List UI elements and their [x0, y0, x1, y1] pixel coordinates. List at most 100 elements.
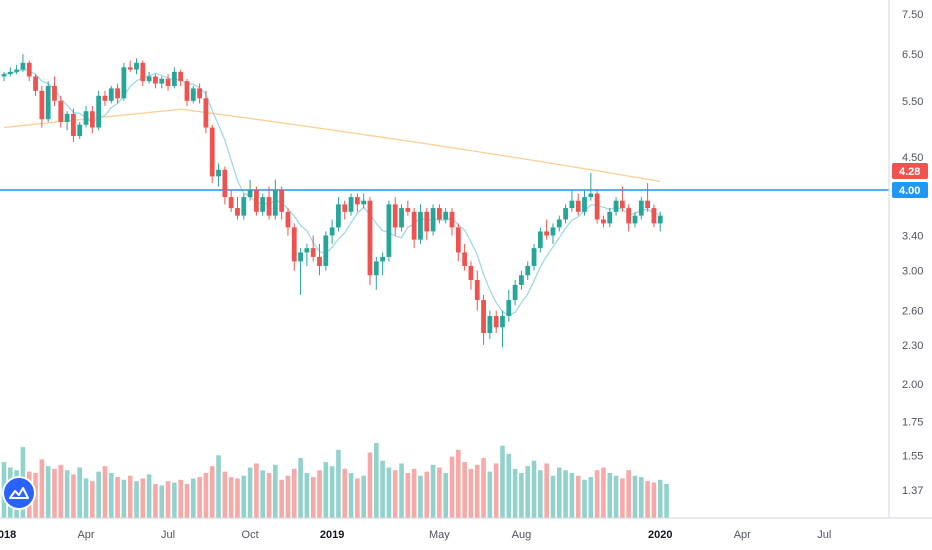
y-tick-label: 1.75 [902, 416, 923, 428]
x-tick-label: May [429, 529, 450, 541]
slow-moving-average-line [3, 108, 661, 183]
candle [651, 204, 657, 228]
candle [481, 294, 486, 345]
candle [405, 200, 411, 216]
candle [607, 208, 613, 228]
x-tick-label: Jul [817, 529, 831, 541]
volume-bar [456, 449, 461, 518]
volume-bar [601, 467, 606, 518]
last-price-label: 4.28 [899, 166, 920, 178]
volume-bar [260, 470, 266, 518]
candle [468, 261, 474, 290]
candle [550, 223, 556, 244]
volume-bar [127, 475, 133, 518]
candle [392, 197, 398, 236]
candle [531, 243, 537, 271]
candle [241, 193, 247, 220]
volume-bar [443, 473, 448, 518]
x-tick-label: 2020 [648, 529, 672, 541]
x-tick-label: 2018 [0, 529, 16, 541]
candle [52, 76, 57, 106]
candle [594, 190, 600, 224]
candle [121, 62, 127, 101]
candle [575, 193, 581, 216]
volume-bar [657, 479, 663, 518]
candle [45, 81, 51, 122]
volume-bar [329, 466, 335, 518]
candle [487, 310, 493, 339]
volume-bar [538, 470, 543, 518]
volume-bar [418, 475, 423, 518]
candle [39, 85, 45, 128]
candle [588, 173, 594, 201]
candle [411, 208, 417, 249]
candle [165, 74, 171, 91]
volume-bar [474, 464, 480, 518]
candle [127, 60, 133, 72]
candle [178, 69, 184, 86]
tradingview-logo-icon[interactable] [4, 478, 34, 508]
candle [519, 270, 524, 290]
candle [260, 193, 266, 216]
volume-bar [336, 449, 341, 518]
volume-bar [361, 475, 366, 518]
volume-bar [165, 481, 171, 518]
volume-bar [64, 470, 70, 518]
volume-bar [468, 468, 474, 518]
candle [386, 200, 392, 262]
candle [525, 261, 531, 281]
volume-bar [405, 473, 411, 518]
y-tick-label: 1.55 [902, 450, 923, 462]
candle [537, 227, 543, 253]
volume-bar [216, 455, 221, 518]
candle [582, 190, 587, 216]
candle [71, 108, 76, 142]
volume-bar [90, 481, 95, 518]
candle [102, 90, 108, 106]
candle [544, 219, 550, 240]
candle [146, 71, 152, 84]
volume-bar [588, 477, 594, 518]
volume-bar [304, 473, 310, 518]
last-price-tag: 4.28 [892, 163, 928, 180]
candle [304, 243, 310, 266]
price-axis: 7.50 6.50 5.50 4.50 4.00 3.40 3.00 2.60 2.30 2.00… [902, 9, 923, 497]
volume-bar [582, 479, 587, 518]
volume-bar [664, 483, 669, 518]
candle [89, 105, 95, 134]
candle [115, 83, 120, 104]
candle [436, 204, 442, 224]
candle [7, 67, 13, 77]
volume-bar [399, 463, 404, 518]
volume-bar [392, 470, 398, 518]
candle [506, 289, 512, 322]
volume-bar [146, 474, 152, 518]
candle [228, 190, 234, 212]
candle [153, 74, 158, 89]
volume-bar [569, 473, 575, 518]
candle [373, 256, 379, 290]
candle [474, 270, 480, 311]
volume-bar [266, 473, 272, 518]
volume-bar [512, 468, 518, 518]
y-tick-label: 2.30 [902, 340, 923, 352]
volume-bar [273, 464, 278, 518]
volume-bar [279, 479, 284, 518]
x-tick-label: Apr [77, 529, 94, 541]
volume-bar [115, 477, 120, 518]
candle [108, 85, 114, 104]
candle [190, 85, 196, 104]
candle [336, 197, 341, 232]
candle [443, 208, 449, 224]
candle [222, 166, 228, 205]
volume-bar [254, 463, 259, 518]
y-tick-label: 3.00 [902, 266, 923, 278]
volume-bar [411, 468, 417, 518]
candle [140, 60, 146, 86]
volume-bar [651, 482, 657, 518]
volume-bar [380, 460, 385, 518]
candle [209, 124, 215, 184]
candle [171, 67, 177, 89]
volume-bar [39, 459, 45, 518]
candle [361, 193, 367, 209]
